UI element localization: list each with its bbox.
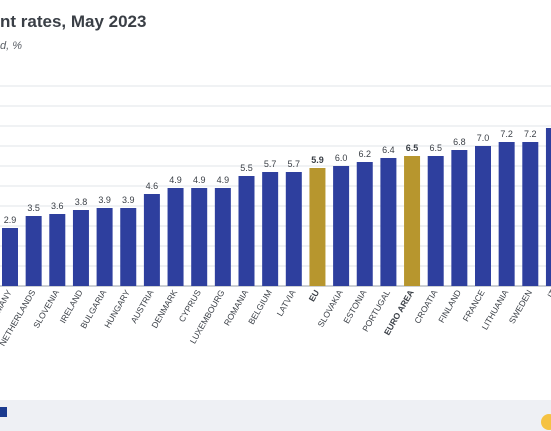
value-label: 4.9 [217,175,230,185]
eu-flag-icon [0,407,7,417]
value-label: 3.6 [51,201,64,211]
value-label: 5.5 [240,163,253,173]
bar-netherlands [25,216,42,286]
bar-estonia [356,162,373,286]
chart-subtitle: d, % [0,40,23,52]
value-label: 6.0 [335,153,348,163]
value-label: 6.8 [453,137,466,147]
value-label: 6.4 [382,145,395,155]
bar-sweden [522,142,539,286]
bar-france [475,146,491,286]
value-label: 4.9 [193,175,206,185]
category-label: CYPRUS [177,288,204,324]
category-label: SWEDEN [507,288,534,325]
category-label: IT [545,288,551,300]
value-label: 2.9 [4,215,17,225]
value-label: 5.7 [288,159,301,169]
value-label: 3.9 [98,195,111,205]
value-label: 4.9 [169,175,182,185]
eurostat-logo-icon [541,414,551,430]
chart-title: nt rates, May 2023 [0,12,147,31]
value-label: 3.8 [75,197,88,207]
bar-croatia [427,156,444,286]
bar-slovakia [333,166,350,286]
bar-latvia [285,172,302,286]
category-label: FINLAND [436,288,463,325]
bar-eu [309,168,326,286]
value-label: 5.7 [264,159,277,169]
value-label: 6.5 [429,143,442,153]
value-label: 7.0 [477,133,490,143]
bar-euro-area [404,156,421,286]
value-label: 6.5 [406,143,419,153]
bar-finland [451,150,468,286]
bar-germany [2,228,18,286]
value-label: 3.9 [122,195,135,205]
category-label: BELGIUM [246,288,274,326]
bar-luxembourg [214,188,231,286]
value-label: 6.2 [358,149,371,159]
value-label: 4.6 [146,181,159,191]
bar-portugal [380,158,397,286]
bar-romania [238,176,255,286]
bar-denmark [167,188,184,286]
bar-chart: 2.9GERMANY3.5NETHERLANDS3.6SLOVENIA3.8IR… [0,85,551,348]
value-label: 7.2 [500,129,513,139]
bar-belgium [262,172,279,286]
bar-lithuania [498,142,515,286]
category-label: FRANCE [461,288,487,324]
bar-slovenia [49,214,66,286]
bar-ireland [72,210,89,286]
value-label: 5.9 [311,155,324,165]
bar-austria [143,194,160,286]
category-label: EU [307,288,322,303]
bar-bulgaria [96,208,113,286]
bar-it [545,128,551,286]
bar-hungary [120,208,137,286]
footer-band [0,400,551,431]
category-label: LATVIA [275,288,298,318]
value-label: 7.2 [524,129,537,139]
bar-cyprus [191,188,208,286]
value-label: 3.5 [27,203,40,213]
